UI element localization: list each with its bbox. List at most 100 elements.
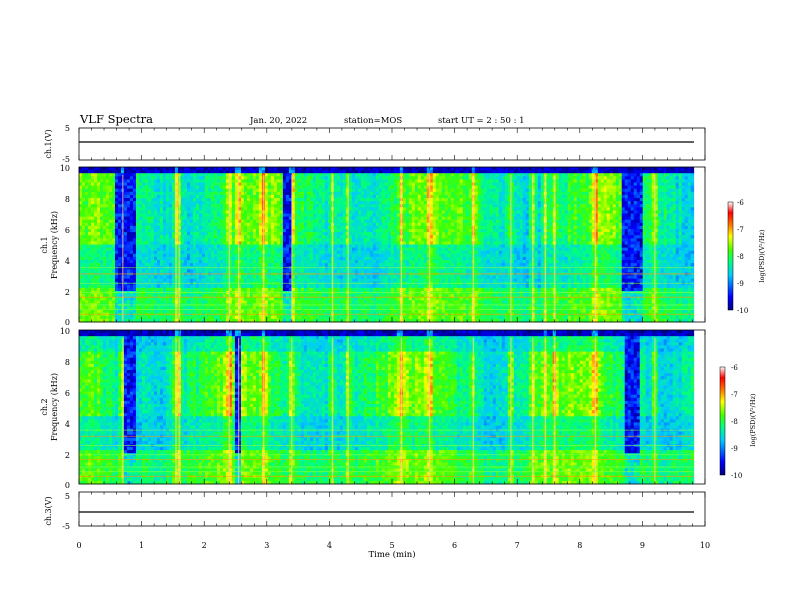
spectrogram-cell: [106, 217, 109, 221]
spectrogram-cell: [142, 201, 145, 205]
spectrogram-cell: [163, 241, 166, 245]
spectrogram-cell: [106, 204, 109, 208]
spectrogram-cell: [85, 170, 88, 174]
spectrogram-cell: [163, 217, 166, 221]
spectrogram-cell: [112, 214, 115, 218]
spectrogram-cell: [103, 170, 106, 174]
spectrogram-cell: [163, 220, 166, 224]
spectrogram-cell: [136, 176, 139, 180]
spectrogram-cell: [160, 167, 163, 171]
spectrogram-cell: [85, 232, 88, 236]
spectrogram-cell: [139, 248, 142, 252]
spectrogram-cell: [154, 241, 157, 245]
spectrogram-cell: [118, 300, 121, 304]
spectrogram-cell: [145, 220, 148, 224]
spectrogram-cell: [127, 189, 130, 193]
spectrogram-cell: [145, 192, 148, 196]
spectrogram-cell: [82, 263, 85, 267]
spectrogram-cell: [88, 276, 91, 280]
spectrogram-cell: [94, 279, 97, 283]
spectrogram-cell: [79, 183, 82, 187]
spectrogram-cell: [82, 201, 85, 205]
spectrogram-cell: [103, 260, 106, 264]
spectrogram-cell: [97, 207, 100, 211]
spectrogram-cell: [112, 173, 115, 177]
spectrogram-cell: [112, 279, 115, 283]
spectrogram-cell: [136, 186, 139, 190]
spectrogram-cell: [154, 254, 157, 257]
spectrogram-cell: [85, 167, 88, 171]
spectrogram-cell: [133, 238, 136, 242]
spectrogram-cell: [88, 207, 91, 211]
spectrogram-cell: [97, 179, 100, 183]
spectrogram-cell: [160, 245, 163, 249]
spectrogram-cell: [115, 204, 118, 208]
spectrogram-cell: [97, 195, 100, 199]
spectrogram-cell: [88, 189, 91, 193]
spectrogram-cell: [109, 210, 112, 214]
spectrogram-cell: [157, 207, 160, 211]
spectrogram-cell: [145, 276, 148, 280]
spectrogram-cell: [91, 173, 94, 177]
spectrogram-cell: [124, 238, 127, 242]
spectrogram-cell: [163, 189, 166, 193]
spectrogram-cell: [160, 279, 163, 283]
spectrogram-cell: [145, 201, 148, 205]
spectrogram-cell: [145, 297, 148, 301]
spectrogram-cell: [103, 235, 106, 239]
spectrogram-cell: [142, 288, 145, 292]
spectrogram-cell: [130, 276, 133, 280]
spectrogram-cell: [109, 176, 112, 180]
spectrogram-cell: [91, 214, 94, 218]
spectrogram-cell: [145, 300, 148, 304]
spectrogram-cell: [148, 263, 151, 267]
spectrogram-cell: [97, 170, 100, 174]
spectrogram-cell: [115, 183, 118, 187]
spectrogram-cell: [115, 254, 118, 257]
spectrogram-cell: [136, 279, 139, 283]
spectrogram-cell: [100, 179, 103, 183]
spectrogram-cell: [133, 269, 136, 273]
spectrogram-cell: [163, 204, 166, 208]
spectrogram-cell: [88, 260, 91, 264]
spectrogram-cell: [142, 204, 145, 208]
spectrogram-cell: [103, 217, 106, 221]
spectrogram-cell: [145, 310, 148, 314]
spectrogram-cell: [82, 251, 85, 255]
spectrogram-cell: [94, 288, 97, 292]
spectrogram-cell: [79, 229, 82, 233]
spectrogram-cell: [82, 167, 85, 171]
spectrogram-cell: [163, 192, 166, 196]
spectrogram-cell: [88, 310, 91, 314]
spectrogram-cell: [136, 269, 139, 273]
spectrogram-cell: [145, 207, 148, 211]
spectrogram-cell: [91, 254, 94, 257]
spectrogram-cell: [82, 204, 85, 208]
spectrogram-cell: [103, 204, 106, 208]
spectrogram-cell: [154, 217, 157, 221]
spectrogram-cell: [112, 170, 115, 174]
spectrogram-cell: [154, 195, 157, 199]
spectrogram-cell: [136, 167, 139, 171]
spectrogram-cell: [109, 279, 112, 283]
spectrogram-cell: [82, 288, 85, 292]
spectrogram-cell: [91, 201, 94, 205]
spectrogram-cell: [133, 279, 136, 283]
spectrogram-cell: [115, 276, 118, 280]
spectrogram-cell: [100, 254, 103, 257]
spectrogram-cell: [112, 316, 115, 320]
spectrogram-cell: [157, 245, 160, 249]
spectrogram-cell: [121, 170, 124, 174]
spectrogram-cell: [112, 260, 115, 264]
spectrogram-cell: [136, 207, 139, 211]
spectrogram-cell: [157, 195, 160, 199]
spectrogram-cell: [85, 210, 88, 214]
spectrogram-cell: [148, 288, 151, 292]
spectrogram-cell: [115, 279, 118, 283]
spectrogram-cell: [154, 232, 157, 236]
spectrogram-cell: [160, 186, 163, 190]
spectrogram-cell: [148, 210, 151, 214]
spectrogram-cell: [103, 207, 106, 211]
spectrogram-cell: [160, 217, 163, 221]
spectrogram-cell: [124, 260, 127, 264]
